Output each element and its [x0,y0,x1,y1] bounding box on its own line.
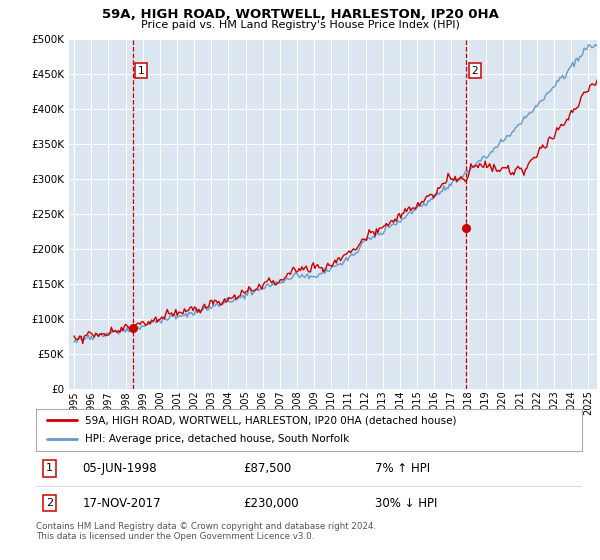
Text: 17-NOV-2017: 17-NOV-2017 [82,497,161,510]
Text: £87,500: £87,500 [244,462,292,475]
Text: 59A, HIGH ROAD, WORTWELL, HARLESTON, IP20 0HA: 59A, HIGH ROAD, WORTWELL, HARLESTON, IP2… [101,8,499,21]
Text: 30% ↓ HPI: 30% ↓ HPI [374,497,437,510]
Text: 1: 1 [138,66,145,76]
Text: 2: 2 [46,498,53,508]
Text: 59A, HIGH ROAD, WORTWELL, HARLESTON, IP20 0HA (detached house): 59A, HIGH ROAD, WORTWELL, HARLESTON, IP2… [85,415,457,425]
Text: £230,000: £230,000 [244,497,299,510]
Text: 2: 2 [472,66,478,76]
Text: 05-JUN-1998: 05-JUN-1998 [82,462,157,475]
Text: 7% ↑ HPI: 7% ↑ HPI [374,462,430,475]
Text: HPI: Average price, detached house, South Norfolk: HPI: Average price, detached house, Sout… [85,435,349,445]
Text: Contains HM Land Registry data © Crown copyright and database right 2024.
This d: Contains HM Land Registry data © Crown c… [36,522,376,542]
Text: Price paid vs. HM Land Registry's House Price Index (HPI): Price paid vs. HM Land Registry's House … [140,20,460,30]
Text: 1: 1 [46,464,53,473]
